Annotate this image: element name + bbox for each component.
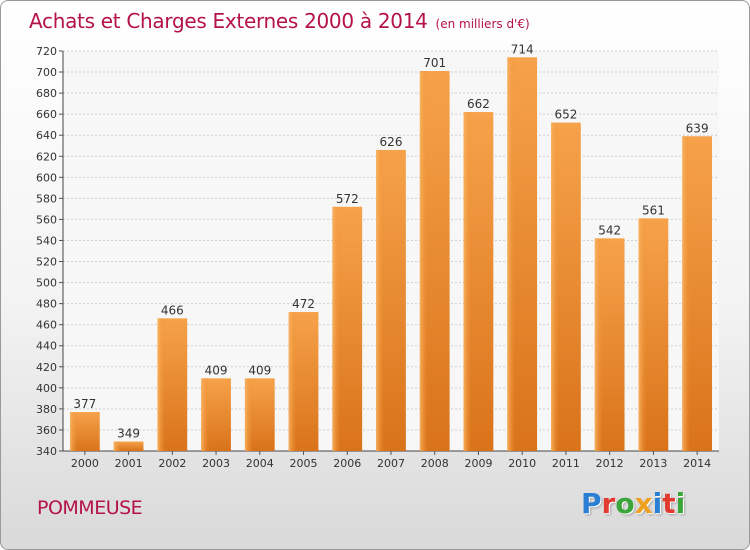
y-tick-label: 680 [36, 87, 57, 100]
x-tick-label: 2003 [202, 457, 230, 470]
bar-highlight-2014 [682, 136, 696, 451]
y-tick-label: 620 [36, 150, 57, 163]
y-tick-label: 360 [36, 424, 57, 437]
y-tick-label: 380 [36, 403, 57, 416]
bar-2001 [113, 441, 144, 451]
logo-letter: r [601, 487, 616, 520]
x-tick-label: 2012 [596, 457, 624, 470]
data-label: 377 [73, 397, 96, 411]
bar-highlight-2013 [638, 218, 652, 451]
data-label: 561 [642, 203, 665, 217]
y-tick-label: 600 [36, 171, 57, 184]
bar-highlight-2002 [157, 318, 171, 451]
data-label: 472 [292, 297, 315, 311]
data-label: 409 [248, 363, 271, 377]
x-tick-label: 2009 [464, 457, 492, 470]
bar-highlight-2001 [113, 441, 128, 451]
bar-highlight-2004 [244, 378, 259, 451]
bar-highlight-2005 [288, 312, 303, 451]
logo-letter: i [675, 487, 686, 520]
bar-highlight-2012 [594, 238, 609, 451]
bar-highlight-2003 [201, 378, 215, 451]
bar-highlight-2009 [463, 112, 477, 451]
data-label: 572 [336, 192, 359, 206]
y-tick-label: 520 [36, 256, 57, 269]
data-label: 466 [161, 303, 184, 317]
y-tick-label: 500 [36, 277, 57, 290]
data-label: 542 [598, 223, 621, 237]
bar-highlight-2011 [551, 122, 565, 451]
logo-letter: x [634, 487, 653, 520]
data-label: 626 [380, 135, 403, 149]
x-tick-label: 2002 [158, 457, 186, 470]
y-tick-label: 400 [36, 382, 57, 395]
data-label: 652 [554, 108, 577, 122]
y-tick-label: 480 [36, 298, 57, 311]
chart-title: Achats et Charges Externes 2000 à 2014 (e… [29, 9, 530, 33]
logo-letter: t [662, 487, 676, 520]
data-label: 349 [117, 427, 140, 441]
proxiti-logo: Proxiti [581, 487, 685, 520]
logo-letter: i [652, 487, 663, 520]
logo-letter: o [615, 487, 635, 520]
y-tick-label: 460 [36, 319, 57, 332]
commune-name: POMMEUSE [37, 497, 143, 519]
y-tick-label: 560 [36, 213, 57, 226]
y-tick-label: 720 [36, 45, 57, 58]
y-tick-label: 660 [36, 108, 57, 121]
data-label: 701 [423, 56, 446, 70]
y-tick-label: 540 [36, 234, 57, 247]
x-tick-label: 2000 [71, 457, 99, 470]
data-label: 409 [205, 363, 228, 377]
x-tick-label: 2013 [639, 457, 667, 470]
x-tick-label: 2011 [552, 457, 580, 470]
title-unit: (en milliers d'€) [435, 17, 530, 31]
y-tick-label: 580 [36, 192, 57, 205]
data-label: 714 [511, 42, 534, 56]
title-text: Achats et Charges Externes 2000 à 2014 [29, 9, 428, 33]
bar-highlight-2000 [69, 412, 84, 451]
x-tick-label: 2007 [377, 457, 405, 470]
x-tick-label: 2005 [290, 457, 318, 470]
x-tick-label: 2008 [421, 457, 449, 470]
x-tick-label: 2001 [115, 457, 143, 470]
y-tick-label: 420 [36, 361, 57, 374]
bar-highlight-2006 [332, 206, 346, 451]
x-tick-label: 2004 [246, 457, 274, 470]
x-tick-label: 2006 [333, 457, 361, 470]
data-label: 662 [467, 97, 490, 111]
x-tick-label: 2010 [508, 457, 536, 470]
bar-highlight-2010 [507, 57, 521, 451]
data-label: 639 [686, 121, 709, 135]
logo-letter: P [581, 487, 602, 520]
y-tick-label: 640 [36, 129, 57, 142]
y-tick-label: 700 [36, 66, 57, 79]
bar-highlight-2008 [419, 71, 434, 451]
y-tick-label: 440 [36, 340, 57, 353]
y-tick-label: 340 [36, 445, 57, 458]
bar-highlight-2007 [376, 149, 390, 451]
x-tick-label: 2014 [683, 457, 711, 470]
